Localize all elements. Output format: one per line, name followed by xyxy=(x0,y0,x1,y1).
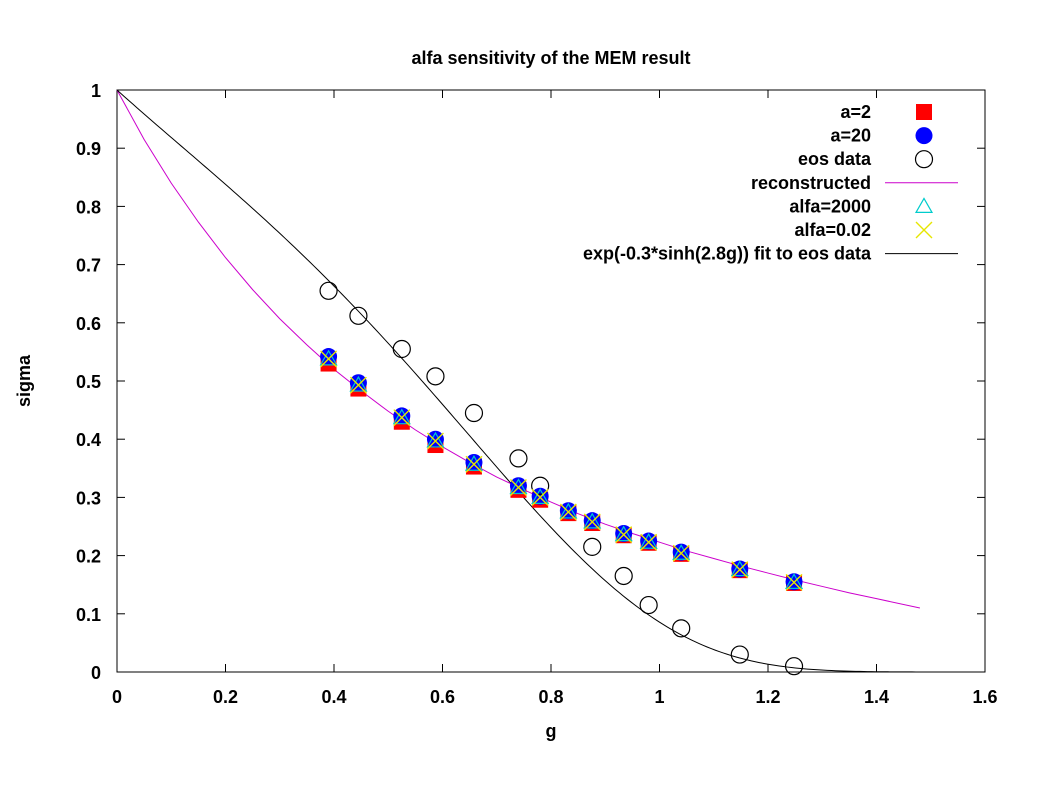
data-point xyxy=(639,595,658,615)
legend-label: alfa=2000 xyxy=(789,196,871,216)
x-tick-label: 0.4 xyxy=(321,687,346,707)
data-point xyxy=(785,573,803,591)
data-point xyxy=(464,403,484,423)
data-point xyxy=(393,407,411,425)
chart-title: alfa sensitivity of the MEM result xyxy=(411,48,690,68)
data-point xyxy=(583,513,601,531)
data-point xyxy=(349,375,368,392)
x-tick-label: 0 xyxy=(112,687,122,707)
data-point xyxy=(392,408,411,425)
x-tick-label: 1.4 xyxy=(864,687,889,707)
legend-label: reconstructed xyxy=(751,173,871,193)
data-point xyxy=(426,431,445,448)
data-point xyxy=(785,573,804,589)
y-tick-label: 0.1 xyxy=(76,605,101,625)
data-point xyxy=(349,306,368,325)
data-point xyxy=(319,349,338,366)
data-point xyxy=(509,477,527,495)
data-point xyxy=(640,533,658,551)
x-tick-label: 0.6 xyxy=(430,687,455,707)
data-point xyxy=(614,525,633,542)
data-point xyxy=(559,502,577,520)
data-point xyxy=(583,512,601,530)
data-point xyxy=(583,512,602,529)
legend-marker xyxy=(916,104,932,120)
y-tick-label: 0 xyxy=(91,663,101,683)
data-point xyxy=(559,502,578,519)
x-tick-label: 1 xyxy=(654,687,664,707)
y-tick-label: 0.4 xyxy=(76,430,101,450)
y-tick-label: 1 xyxy=(91,81,101,101)
data-point xyxy=(614,566,633,586)
legend-label: a=2 xyxy=(840,102,871,122)
legend-label: a=20 xyxy=(830,126,871,146)
data-point xyxy=(615,526,633,544)
data-point xyxy=(730,645,749,664)
y-tick-label: 0.2 xyxy=(76,547,101,567)
data-point xyxy=(531,488,549,506)
legend-marker xyxy=(914,197,934,213)
data-point xyxy=(672,543,690,561)
data-point xyxy=(730,560,749,577)
x-axis-label: g xyxy=(546,721,557,741)
y-tick-label: 0.6 xyxy=(76,314,101,334)
data-point xyxy=(784,657,804,676)
data-point xyxy=(509,449,528,468)
data-point xyxy=(509,479,527,497)
data-point xyxy=(583,537,602,556)
data-point xyxy=(615,524,633,542)
data-point xyxy=(640,532,658,550)
data-point xyxy=(426,367,445,386)
data-point xyxy=(672,619,691,638)
x-axis-ticks: 0 0.2 0.4 0.6 0.8 1 1.2 1.4 1.6 xyxy=(112,90,998,707)
data-point xyxy=(731,561,749,579)
data-point xyxy=(392,339,411,359)
x-tick-label: 1.6 xyxy=(972,687,997,707)
data-point xyxy=(426,430,444,448)
data-point xyxy=(320,350,338,368)
y-tick-label: 0.5 xyxy=(76,372,101,392)
y-tick-label: 0.9 xyxy=(76,139,101,159)
legend: a=2 a=20 eos data reconstructed alfa=2000 alf… xyxy=(583,102,958,264)
y-tick-label: 0.3 xyxy=(76,488,101,508)
x-tick-label: 1.2 xyxy=(755,687,780,707)
legend-label: eos data xyxy=(798,149,872,169)
legend-marker xyxy=(914,150,934,169)
series-layer xyxy=(116,89,921,676)
data-point xyxy=(639,533,658,549)
data-point xyxy=(531,476,550,495)
data-point xyxy=(672,544,691,560)
y-axis-ticks: 0 0.1 0.2 0.3 0.4 0.5 0.6 0.7 0.8 0.9 1 xyxy=(76,81,985,683)
x-tick-label: 0.2 xyxy=(213,687,238,707)
legend-label: alfa=0.02 xyxy=(794,220,871,240)
data-point xyxy=(349,374,367,392)
y-tick-label: 0.7 xyxy=(76,256,101,276)
data-point xyxy=(319,281,338,300)
legend-label: exp(-0.3*sinh(2.8g)) fit to eos data xyxy=(583,244,872,264)
data-point xyxy=(349,376,367,394)
data-point xyxy=(320,348,338,366)
y-axis-label: sigma xyxy=(14,354,34,407)
x-tick-label: 0.8 xyxy=(538,687,563,707)
legend-marker xyxy=(915,127,933,145)
data-point xyxy=(531,487,549,505)
legend-marker xyxy=(915,221,933,239)
data-point xyxy=(465,453,483,471)
data-point xyxy=(426,432,444,450)
data-point xyxy=(672,544,690,562)
data-point xyxy=(559,503,577,521)
data-point xyxy=(531,488,550,504)
data-point xyxy=(393,409,411,427)
y-tick-label: 0.8 xyxy=(76,197,101,217)
data-point xyxy=(465,455,483,473)
data-point xyxy=(509,478,528,495)
data-point xyxy=(464,455,483,471)
